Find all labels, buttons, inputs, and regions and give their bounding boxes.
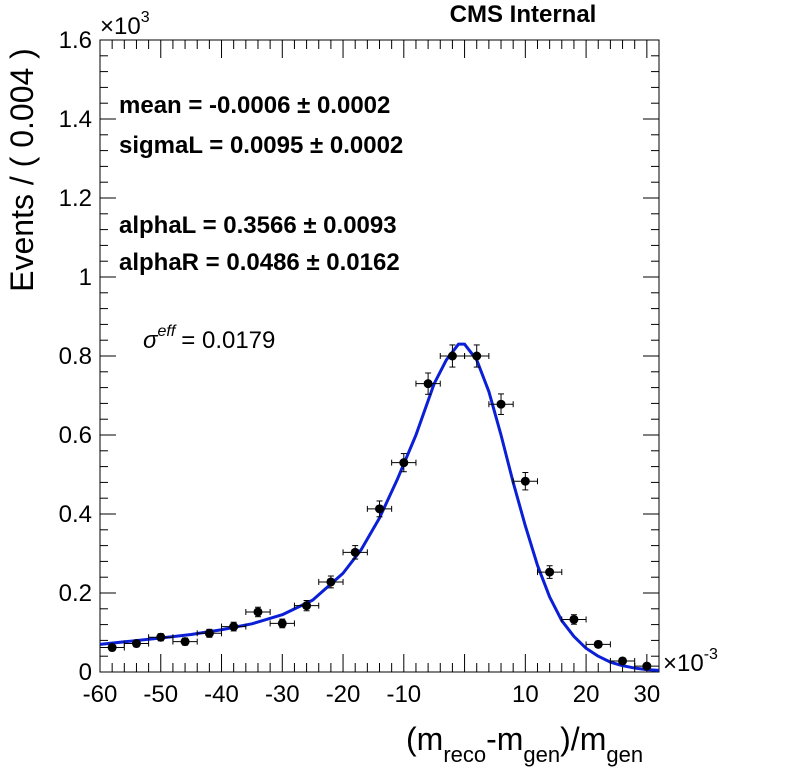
y-tick-label: 0.2 xyxy=(59,580,92,607)
x-tick-label: -20 xyxy=(326,681,361,708)
y-tick-label: 1.6 xyxy=(59,27,92,54)
cms-header: CMS Internal xyxy=(450,1,597,28)
data-point xyxy=(569,614,579,624)
x-tick-label: -40 xyxy=(204,681,239,708)
fit-curve-layer xyxy=(99,342,660,672)
data-point xyxy=(277,618,287,628)
data-point xyxy=(131,639,141,649)
data-points-layer xyxy=(99,344,660,671)
data-point xyxy=(350,547,360,557)
y-tick-label: 0.8 xyxy=(59,343,92,370)
data-point xyxy=(618,656,628,666)
x-tick-label: 20 xyxy=(573,681,600,708)
sigma-eff-label: σeff = 0.0179 xyxy=(143,323,275,354)
y-tick-label: 1.4 xyxy=(59,106,92,133)
data-point xyxy=(156,632,166,642)
fit-param-sigmaL: sigmaL = 0.0095 ± 0.0002 xyxy=(119,132,403,159)
data-point xyxy=(447,351,457,361)
data-point xyxy=(180,637,190,647)
axis-tick-labels: 0 0.2 0.4 0.6 0.8 1 1.2 1.4 1.6 -60 -50 -40 -30 -20 -1… xyxy=(59,27,661,708)
data-point xyxy=(520,476,530,486)
y-axis-title: Events / ( 0.004 ) xyxy=(4,48,40,292)
x-tick-label: -10 xyxy=(386,681,421,708)
data-point xyxy=(399,458,409,468)
y-tick-label: 0.4 xyxy=(59,501,92,528)
data-point xyxy=(204,628,214,638)
y-multiplier: ×103 xyxy=(100,9,150,40)
data-point xyxy=(253,607,263,617)
fit-param-alphaR: alphaR = 0.0486 ± 0.0162 xyxy=(119,249,400,276)
data-point xyxy=(593,639,603,649)
data-point xyxy=(496,399,506,409)
x-tick-label: -30 xyxy=(265,681,300,708)
x-tick-label: 10 xyxy=(512,681,539,708)
data-point xyxy=(375,504,384,514)
data-point xyxy=(545,567,555,577)
data-point xyxy=(472,351,482,361)
data-point xyxy=(107,643,117,653)
data-point xyxy=(326,577,336,587)
y-tick-label: 1 xyxy=(79,264,92,291)
fit-param-alphaL: alphaL = 0.3566 ± 0.0093 xyxy=(119,212,397,239)
fit-curve xyxy=(99,342,660,672)
x-multiplier: ×10-3 xyxy=(663,646,718,677)
x-axis-title: (mreco-mgen)/mgen xyxy=(406,721,643,767)
data-point xyxy=(423,379,433,389)
y-tick-label: 0.6 xyxy=(59,422,92,449)
data-point xyxy=(229,622,239,632)
y-tick-label: 1.2 xyxy=(59,185,92,212)
x-tick-label: 30 xyxy=(633,681,660,708)
data-point xyxy=(302,601,312,611)
x-tick-label: -60 xyxy=(83,681,118,708)
axis-ticks xyxy=(99,39,660,673)
data-point xyxy=(642,661,652,671)
x-tick-label: -50 xyxy=(143,681,178,708)
y-tick-label: 0 xyxy=(79,659,92,686)
fit-param-mean: mean = -0.0006 ± 0.0002 xyxy=(119,92,390,119)
